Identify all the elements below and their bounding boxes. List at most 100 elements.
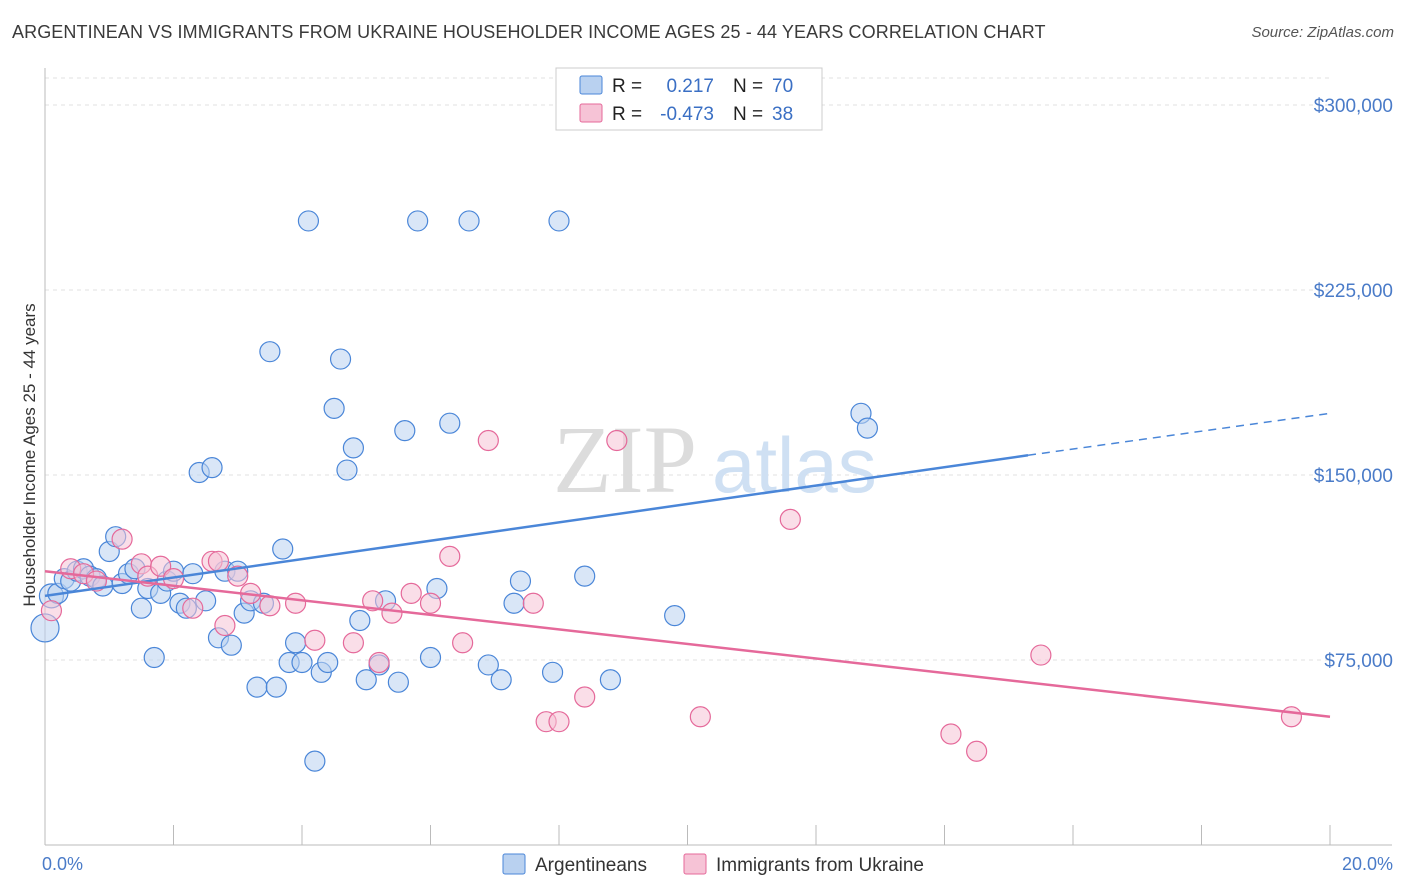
point-ukraine-23: [419, 592, 442, 614]
point-argentineans-62: [509, 570, 532, 592]
point-argentineans-32: [246, 676, 268, 698]
point-argentineans-38: [284, 632, 307, 654]
point-argentineans-47: [342, 437, 364, 459]
y-tick-label-0: $75,000: [1324, 651, 1393, 672]
point-argentineans-45: [329, 348, 352, 370]
point-ukraine-16: [284, 592, 307, 614]
point-argentineans-59: [477, 654, 499, 676]
point-ukraine-37: [522, 592, 544, 614]
legend-blue-n-value: 70: [772, 76, 793, 97]
point-argentineans-49: [355, 669, 377, 691]
point-argentineans-52: [387, 671, 409, 693]
series-legend-argentineans: Argentineans: [535, 855, 647, 876]
axes: [44, 68, 1392, 846]
point-argentineans-53: [394, 420, 416, 442]
point-ukraine-33: [940, 723, 962, 745]
point-argentineans-34: [259, 341, 281, 363]
point-ukraine-18: [342, 632, 364, 654]
point-ukraine-12: [214, 614, 236, 637]
point-ukraine-7: [150, 555, 172, 577]
point-ukraine-0: [40, 600, 63, 622]
point-ukraine-20: [368, 651, 390, 674]
point-argentineans-16: [143, 646, 165, 669]
point-argentineans-61: [503, 592, 525, 614]
point-ukraine-31: [689, 706, 711, 728]
point-ukraine-22: [400, 582, 422, 605]
point-argentineans-41: [304, 750, 326, 772]
point-argentineans-65: [574, 565, 596, 587]
point-ukraine-17: [304, 629, 326, 651]
point-argentineans-54: [407, 210, 429, 232]
y-tick-labels: $75,000 $150,000 $225,000 $300,000: [1314, 96, 1393, 672]
point-ukraine-32: [779, 508, 801, 531]
point-ukraine-35: [1030, 644, 1052, 666]
legend-blue-swatch: [579, 75, 603, 95]
chart-title: ARGENTINEAN VS IMMIGRANTS FROM UKRAINE H…: [12, 22, 1046, 42]
y-axis-label: Householder Income Ages 25 - 44 years: [20, 303, 39, 606]
point-ukraine-4: [111, 528, 133, 550]
x-tick-labels: 0.0% 20.0%: [42, 854, 1393, 874]
legend-pink-n-label: N =: [733, 104, 763, 125]
x-tick-label-min: 0.0%: [42, 854, 83, 874]
trend-ukraine: [44, 569, 1331, 718]
point-argentineans-25: [201, 457, 223, 479]
point-argentineans-66: [599, 669, 622, 691]
trend-lines: [44, 412, 1331, 718]
point-ukraine-26: [477, 429, 499, 452]
series-legend-pink-swatch: [683, 853, 707, 875]
x-tick-label-max: 20.0%: [1342, 854, 1393, 874]
point-ukraine-21: [381, 602, 403, 624]
point-argentineans-63: [541, 661, 564, 683]
legend-pink-r-label: R =: [612, 104, 642, 125]
point-ukraine-11: [207, 550, 230, 572]
trend-argentineans-dashed: [1027, 412, 1331, 457]
point-ukraine-34: [966, 740, 988, 762]
chart-source: Source: ZipAtlas.com: [1251, 24, 1394, 41]
point-ukraine-29: [574, 686, 596, 708]
point-argentineans-14: [130, 597, 152, 619]
point-argentineans-48: [349, 609, 371, 632]
watermark-zip: ZIP: [553, 406, 697, 513]
point-ukraine-30: [606, 429, 628, 452]
series-legend-blue-swatch: [502, 853, 526, 875]
legend-pink-r-value: -0.473: [660, 104, 714, 125]
point-argentineans-67: [664, 604, 686, 627]
point-argentineans-43: [317, 651, 339, 674]
y-tick-label-2: $225,000: [1314, 281, 1393, 302]
y-tick-label-1: $150,000: [1314, 466, 1393, 487]
point-argentineans-40: [297, 210, 320, 232]
legend-pink-swatch: [579, 103, 603, 123]
trend-argentineans-solid: [44, 454, 1029, 598]
point-ukraine-25: [452, 632, 474, 654]
watermark: ZIP atlas: [553, 406, 877, 513]
point-argentineans-64: [548, 210, 570, 232]
legend-blue-n-label: N =: [733, 76, 763, 97]
watermark-atlas: atlas: [712, 421, 877, 509]
legend-pink-n-value: 38: [772, 104, 793, 125]
point-argentineans-69: [856, 417, 879, 439]
point-ukraine-19: [362, 590, 384, 612]
point-argentineans-55: [419, 646, 442, 669]
point-argentineans-57: [439, 412, 461, 434]
point-ukraine-13: [227, 565, 249, 587]
point-argentineans-39: [291, 651, 313, 674]
point-argentineans-46: [336, 459, 358, 481]
point-ukraine-24: [439, 545, 461, 568]
point-ukraine-9: [182, 597, 204, 619]
point-argentineans-28: [220, 634, 242, 656]
y-tick-label-3: $300,000: [1314, 96, 1393, 117]
legend-blue-r-value: 0.217: [666, 76, 714, 97]
series-legend-ukraine: Immigrants from Ukraine: [716, 855, 924, 876]
point-argentineans-35: [265, 676, 287, 698]
legend-blue-r-label: R =: [612, 76, 642, 97]
point-argentineans-58: [458, 210, 480, 232]
point-ukraine-36: [1280, 706, 1303, 728]
point-argentineans-44: [323, 397, 345, 419]
point-argentineans-60: [490, 669, 512, 691]
series-legend: Argentineans Immigrants from Ukraine: [502, 853, 924, 876]
point-ukraine-15: [259, 595, 281, 617]
point-ukraine-28: [548, 711, 570, 733]
stats-legend: R = 0.217 N = 70 R = -0.473 N = 38: [555, 67, 823, 131]
point-argentineans-36: [272, 538, 294, 560]
